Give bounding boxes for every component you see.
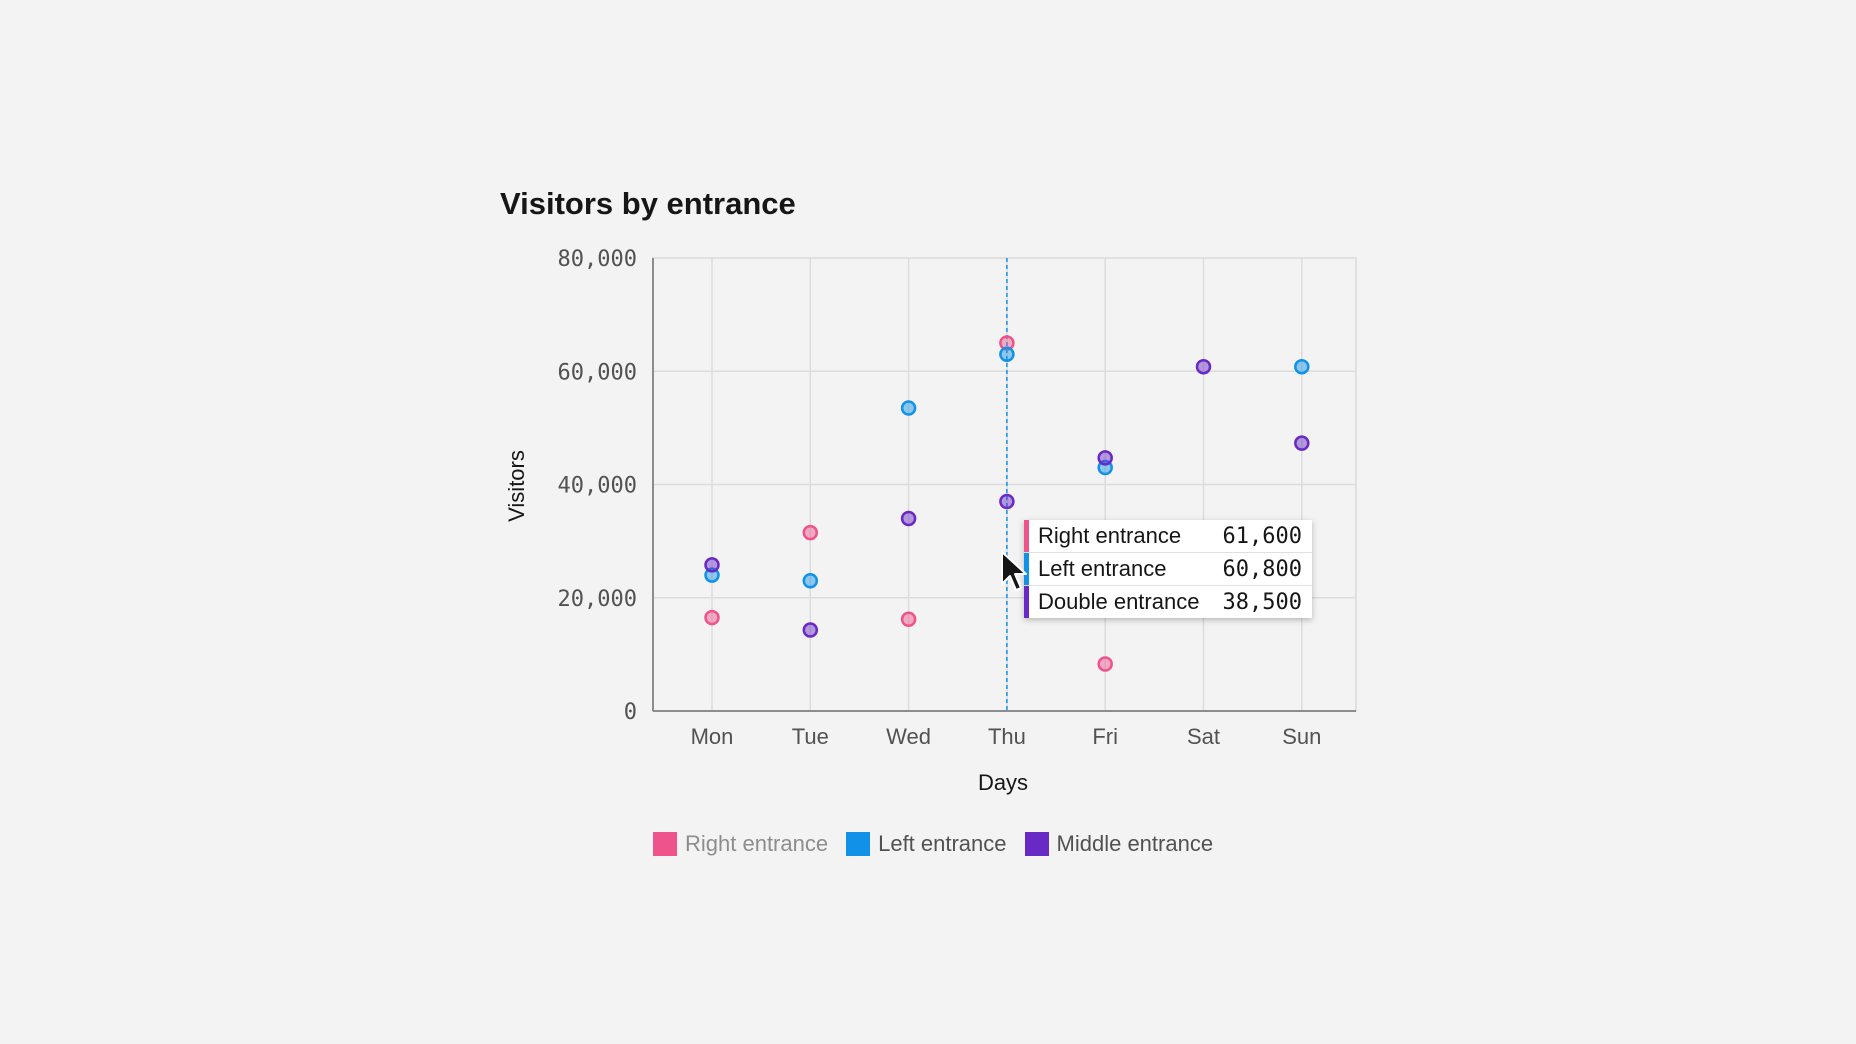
- tooltip-label: Right entrance: [1038, 523, 1182, 548]
- legend-item-left-entrance[interactable]: Left entrance: [846, 831, 1007, 857]
- data-point-left-entrance[interactable]: [802, 573, 819, 589]
- tooltip-row: Left entrance 60,800: [1024, 553, 1312, 586]
- tick-labels: 0 20,000 40,000 60,000 80,000 Mon Tue Wed Thu Fri…: [558, 247, 1322, 749]
- data-point-middle-entrance[interactable]: [999, 493, 1015, 510]
- tooltip-value: 38,500: [1222, 589, 1302, 615]
- x-tick-label: Tue: [792, 724, 829, 749]
- grid-lines: [652, 257, 1357, 712]
- x-tick-label: Mon: [691, 724, 734, 749]
- legend: Right entrance Left entrance Middle entran…: [653, 831, 1231, 857]
- data-point-left-entrance[interactable]: [900, 400, 917, 416]
- x-tick-label: Thu: [988, 724, 1026, 749]
- legend-swatch: [1024, 832, 1049, 856]
- y-tick-label: 40,000: [558, 474, 637, 499]
- data-points[interactable]: [704, 335, 1310, 672]
- data-point-left-entrance[interactable]: [999, 346, 1015, 363]
- tooltip-label: Left entrance: [1038, 556, 1167, 581]
- legend-item-right-entrance[interactable]: Right entrance: [653, 831, 828, 857]
- y-axis-title: Visitors: [504, 450, 529, 522]
- chart-title: Visitors by entrance: [500, 186, 796, 221]
- y-tick-label: 20,000: [558, 587, 637, 612]
- y-tick-label: 80,000: [558, 247, 637, 272]
- y-tick-label: 0: [624, 700, 637, 725]
- axes: [652, 258, 1356, 712]
- data-point-middle-entrance[interactable]: [704, 557, 720, 573]
- legend-label: Middle entrance: [1056, 831, 1214, 856]
- data-point-middle-entrance[interactable]: [802, 622, 819, 638]
- hover-tooltip: Right entrance 61,600 Left entrance 60,800 D…: [1024, 520, 1312, 618]
- tooltip-color-marker: [1024, 520, 1029, 552]
- data-point-middle-entrance[interactable]: [1097, 450, 1113, 466]
- data-point-left-entrance[interactable]: [1294, 358, 1310, 375]
- tooltip-color-marker: [1024, 586, 1029, 618]
- legend-label: Right entrance: [685, 831, 829, 856]
- legend-swatch: [846, 832, 871, 856]
- data-point-middle-entrance[interactable]: [1195, 358, 1212, 375]
- x-tick-label: Sun: [1282, 724, 1321, 749]
- tooltip-row: Double entrance 38,500: [1024, 586, 1312, 618]
- legend-item-middle-entrance[interactable]: Middle entrance: [1024, 831, 1214, 857]
- tooltip-value: 60,800: [1222, 556, 1302, 582]
- mouse-cursor-icon: [1001, 551, 1027, 591]
- legend-label: Left entrance: [878, 831, 1007, 856]
- tooltip-label: Double entrance: [1038, 589, 1200, 614]
- x-axis-title: Days: [978, 770, 1028, 795]
- data-point-right-entrance[interactable]: [1097, 656, 1113, 672]
- data-point-right-entrance[interactable]: [999, 335, 1015, 351]
- data-point-right-entrance[interactable]: [802, 524, 819, 541]
- x-tick-label: Wed: [886, 724, 931, 749]
- data-point-middle-entrance[interactable]: [900, 510, 917, 527]
- legend-swatch: [653, 832, 677, 856]
- data-point-right-entrance[interactable]: [704, 609, 720, 626]
- tooltip-color-marker: [1024, 553, 1029, 585]
- x-tick-label: Sat: [1187, 724, 1220, 749]
- data-point-middle-entrance[interactable]: [1294, 435, 1310, 451]
- tooltip-value: 61,600: [1222, 523, 1302, 549]
- tooltip-row: Right entrance 61,600: [1024, 520, 1312, 553]
- x-tick-label: Fri: [1092, 724, 1118, 749]
- y-tick-label: 60,000: [558, 360, 637, 385]
- data-point-right-entrance[interactable]: [900, 611, 917, 628]
